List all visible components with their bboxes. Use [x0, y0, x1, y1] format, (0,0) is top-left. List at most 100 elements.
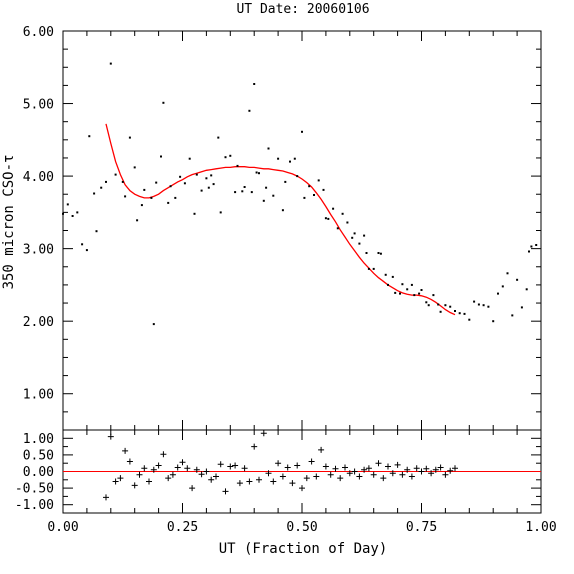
tau-point [444, 304, 447, 307]
tau-point [418, 292, 421, 295]
residual-point [337, 475, 344, 482]
tau-point [236, 164, 239, 167]
tau-point [200, 189, 203, 192]
tau-point [85, 249, 88, 252]
residual-point [232, 462, 239, 469]
residual-point [361, 466, 368, 473]
residual-point [227, 463, 234, 470]
tau-point [71, 215, 74, 217]
residual-point [265, 470, 272, 477]
residual-point [351, 468, 358, 475]
residual-point [213, 473, 219, 480]
tau-point [341, 212, 344, 215]
tau-point [88, 135, 91, 138]
tau-point [258, 172, 260, 175]
residual-point [365, 465, 372, 472]
tau-point [410, 283, 413, 286]
tau-point [427, 304, 430, 307]
tau-point [506, 272, 509, 275]
tau-point [262, 199, 265, 202]
residual-point [380, 475, 387, 482]
top-axis-tick-labels: 1.00 2.00 3.00 4.00 5.00 6.00 [23, 25, 54, 403]
tau-point [327, 217, 330, 220]
residual-point [399, 471, 406, 478]
tau-point [425, 301, 428, 304]
tau-point [399, 292, 401, 295]
tau-point [413, 294, 416, 297]
tau-point [346, 221, 349, 224]
fit-curve [105, 123, 456, 316]
residual-point [294, 462, 301, 469]
tau-point [308, 185, 311, 188]
tau-point [482, 304, 485, 307]
tau-point [301, 130, 303, 133]
tau-point [81, 243, 84, 246]
residual-point [275, 460, 282, 467]
residual-point [260, 430, 267, 437]
tau-point [372, 267, 375, 270]
tau-point [367, 267, 370, 270]
tau-point [152, 323, 155, 326]
tau-point [296, 175, 299, 178]
tau-point [255, 171, 258, 174]
tau-point [377, 252, 380, 254]
top-plot-frame [62, 30, 542, 431]
top-axis-ticks [62, 30, 542, 431]
tau-point [468, 318, 471, 321]
top-y-tick-label: 3.00 [23, 243, 54, 258]
tau-point [313, 194, 315, 196]
residual-panel: -1.00-0.500.000.501.000.00 0.25 0.50 0.75 1.… [15, 429, 557, 557]
residual-point [107, 433, 114, 440]
tau-point [124, 195, 127, 198]
tau-point [207, 186, 210, 189]
tau-point [193, 212, 196, 215]
tau-point [336, 227, 339, 230]
residual-point [327, 471, 334, 478]
residual-point [217, 461, 224, 468]
residual-point [413, 465, 420, 472]
top-y-tick-label: 1.00 [23, 388, 54, 403]
tau-point [62, 212, 64, 215]
top-y-tick-label: 6.00 [23, 25, 54, 40]
tau-point [150, 196, 153, 199]
residual-point [155, 462, 162, 469]
tau-point [530, 245, 533, 248]
residual-point [385, 463, 391, 470]
tau-point [162, 101, 165, 104]
residual-point [141, 465, 148, 472]
residual-point [370, 471, 377, 478]
bottom-y-tick-label: -0.50 [15, 482, 54, 497]
x-tick-label: 0.25 [167, 520, 198, 535]
residual-point [356, 473, 363, 480]
tau-point [253, 83, 256, 85]
tau-point [143, 188, 146, 191]
residual-point [126, 458, 133, 465]
top-y-tick-label: 4.00 [23, 170, 54, 185]
bottom-y-tick-label: 0.00 [23, 465, 54, 480]
residual-point [418, 468, 425, 475]
tau-point [250, 191, 253, 194]
tau-scatter-panel: 1.00 2.00 3.00 4.00 5.00 6.00 350 micron CSO-… [1, 25, 542, 431]
tau-point [332, 207, 335, 210]
residual-points-group [103, 430, 458, 501]
tau-point [229, 154, 232, 157]
tau-point [473, 300, 476, 303]
tau-point [167, 201, 170, 204]
tau-point [420, 289, 423, 291]
residual-point [279, 473, 286, 480]
tau-point [463, 312, 466, 315]
top-y-tick-label: 5.00 [23, 98, 54, 113]
residual-point [299, 485, 305, 492]
tau-point [432, 294, 435, 297]
residual-point [452, 465, 458, 472]
x-axis-label: UT (Fraction of Day) [219, 541, 388, 557]
residual-point [169, 471, 176, 478]
x-tick-label: 0.75 [406, 520, 437, 535]
tau-point [183, 182, 186, 185]
tau-point [365, 252, 368, 254]
tau-point [497, 292, 499, 295]
residual-point [303, 475, 310, 482]
bottom-y-tick-label: 0.50 [23, 448, 54, 463]
tau-point [114, 173, 117, 176]
tau-point [449, 305, 452, 308]
